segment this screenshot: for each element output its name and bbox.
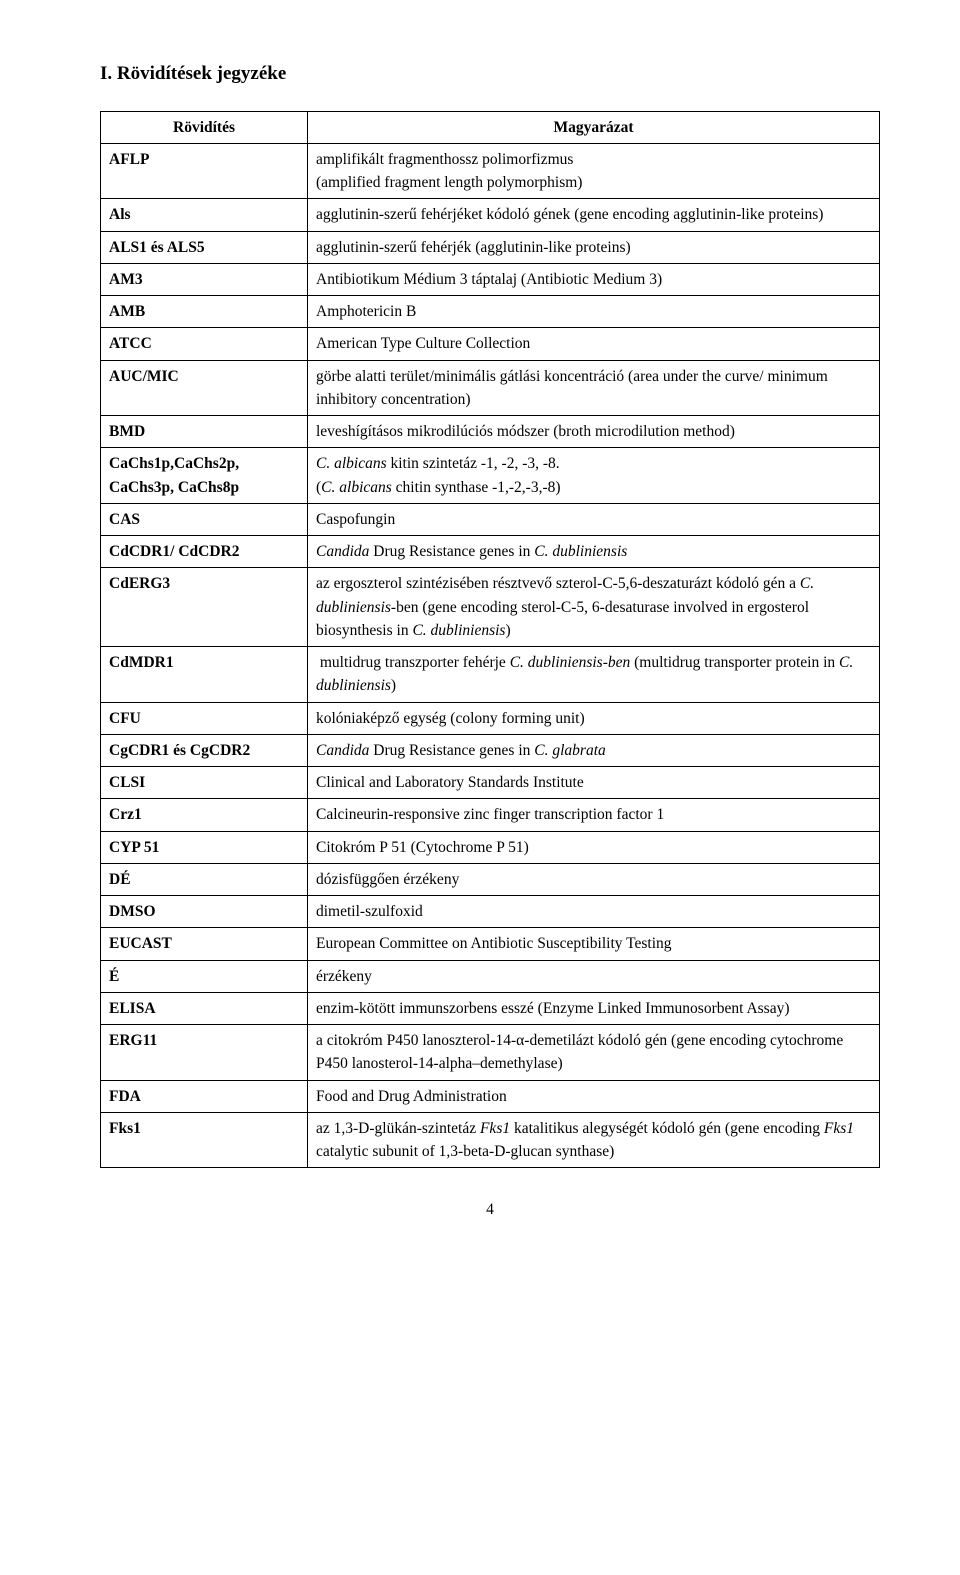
table-row: DÉdózisfüggően érzékeny (101, 863, 880, 895)
table-row: AUC/MICgörbe alatti terület/minimális gá… (101, 360, 880, 416)
abbr-key: CLSI (101, 767, 308, 799)
abbr-value: amplifikált fragmenthossz polimorfizmus(… (308, 143, 880, 199)
abbr-key: CYP 51 (101, 831, 308, 863)
abbr-value: agglutinin-szerű fehérjéket kódoló gének… (308, 199, 880, 231)
table-row: ERG11a citokróm P450 lanoszterol-14-α-de… (101, 1025, 880, 1081)
abbr-key: BMD (101, 416, 308, 448)
table-row: CASCaspofungin (101, 503, 880, 535)
table-row: Fks1az 1,3-D-glükán-szintetáz Fks1 katal… (101, 1112, 880, 1168)
abbr-value: Antibiotikum Médium 3 táptalaj (Antibiot… (308, 263, 880, 295)
abbr-value: European Committee on Antibiotic Suscept… (308, 928, 880, 960)
abbr-key: DMSO (101, 896, 308, 928)
abbr-value: agglutinin-szerű fehérjék (agglutinin-li… (308, 231, 880, 263)
abbr-value: American Type Culture Collection (308, 328, 880, 360)
page-title: I. Rövidítések jegyzéke (100, 60, 880, 89)
abbr-value: görbe alatti terület/minimális gátlási k… (308, 360, 880, 416)
abbr-value: Candida Drug Resistance genes in C. dubl… (308, 536, 880, 568)
table-row: AM3Antibiotikum Médium 3 táptalaj (Antib… (101, 263, 880, 295)
abbr-key: É (101, 960, 308, 992)
table-row: CaChs1p,CaChs2p, CaChs3p, CaChs8pC. albi… (101, 448, 880, 504)
table-row: Crz1Calcineurin-responsive zinc finger t… (101, 799, 880, 831)
abbr-value: C. albicans kitin szintetáz -1, -2, -3, … (308, 448, 880, 504)
table-row: CFUkolóniaképző egység (colony forming u… (101, 702, 880, 734)
abbr-key: CdCDR1/ CdCDR2 (101, 536, 308, 568)
abbr-key: DÉ (101, 863, 308, 895)
abbr-value: Calcineurin-responsive zinc finger trans… (308, 799, 880, 831)
table-row: AMBAmphotericin B (101, 296, 880, 328)
table-row: FDAFood and Drug Administration (101, 1080, 880, 1112)
abbr-value: a citokróm P450 lanoszterol-14-α-demetil… (308, 1025, 880, 1081)
abbr-value: Amphotericin B (308, 296, 880, 328)
table-row: CgCDR1 és CgCDR2Candida Drug Resistance … (101, 734, 880, 766)
table-row: BMDleveshígításos mikrodilúciós módszer … (101, 416, 880, 448)
abbr-value: az 1,3-D-glükán-szintetáz Fks1 katalitik… (308, 1112, 880, 1168)
abbreviations-table: RövidítésMagyarázatAFLPamplifikált fragm… (100, 111, 880, 1169)
abbr-key: AM3 (101, 263, 308, 295)
abbr-key: CAS (101, 503, 308, 535)
abbr-value: Clinical and Laboratory Standards Instit… (308, 767, 880, 799)
abbr-value: dózisfüggően érzékeny (308, 863, 880, 895)
abbr-key: CgCDR1 és CgCDR2 (101, 734, 308, 766)
abbr-key: AMB (101, 296, 308, 328)
abbr-value: dimetil-szulfoxid (308, 896, 880, 928)
abbr-value: Food and Drug Administration (308, 1080, 880, 1112)
table-row: ELISAenzim-kötött immunszorbens esszé (E… (101, 992, 880, 1024)
table-row: Éérzékeny (101, 960, 880, 992)
abbr-value: az ergoszterol szintézisében résztvevő s… (308, 568, 880, 647)
table-row: DMSOdimetil-szulfoxid (101, 896, 880, 928)
table-row: CYP 51Citokróm P 51 (Cytochrome P 51) (101, 831, 880, 863)
abbr-key: ATCC (101, 328, 308, 360)
abbr-key: CaChs1p,CaChs2p, CaChs3p, CaChs8p (101, 448, 308, 504)
table-row: CLSIClinical and Laboratory Standards In… (101, 767, 880, 799)
abbr-value: enzim-kötött immunszorbens esszé (Enzyme… (308, 992, 880, 1024)
table-row: CdERG3az ergoszterol szintézisében részt… (101, 568, 880, 647)
abbr-value: multidrug transzporter fehérje C. dublin… (308, 647, 880, 703)
header-abbr: Rövidítés (101, 111, 308, 143)
abbr-value: kolóniaképző egység (colony forming unit… (308, 702, 880, 734)
table-row: Alsagglutinin-szerű fehérjéket kódoló gé… (101, 199, 880, 231)
abbr-key: CdMDR1 (101, 647, 308, 703)
table-row: AFLPamplifikált fragmenthossz polimorfiz… (101, 143, 880, 199)
abbr-key: EUCAST (101, 928, 308, 960)
abbr-value: Candida Drug Resistance genes in C. glab… (308, 734, 880, 766)
abbr-key: ERG11 (101, 1025, 308, 1081)
table-row: EUCASTEuropean Committee on Antibiotic S… (101, 928, 880, 960)
table-header-row: RövidítésMagyarázat (101, 111, 880, 143)
abbr-key: ELISA (101, 992, 308, 1024)
abbr-value: leveshígításos mikrodilúciós módszer (br… (308, 416, 880, 448)
page-number: 4 (100, 1198, 880, 1221)
abbr-key: CFU (101, 702, 308, 734)
table-row: ATCCAmerican Type Culture Collection (101, 328, 880, 360)
abbr-value: érzékeny (308, 960, 880, 992)
table-row: CdMDR1 multidrug transzporter fehérje C.… (101, 647, 880, 703)
abbr-key: Crz1 (101, 799, 308, 831)
header-expl: Magyarázat (308, 111, 880, 143)
abbr-key: CdERG3 (101, 568, 308, 647)
abbr-key: AUC/MIC (101, 360, 308, 416)
table-row: ALS1 és ALS5agglutinin-szerű fehérjék (a… (101, 231, 880, 263)
abbr-key: Als (101, 199, 308, 231)
abbr-value: Caspofungin (308, 503, 880, 535)
table-row: CdCDR1/ CdCDR2Candida Drug Resistance ge… (101, 536, 880, 568)
abbr-key: Fks1 (101, 1112, 308, 1168)
abbr-value: Citokróm P 51 (Cytochrome P 51) (308, 831, 880, 863)
abbr-key: ALS1 és ALS5 (101, 231, 308, 263)
abbr-key: AFLP (101, 143, 308, 199)
abbr-key: FDA (101, 1080, 308, 1112)
